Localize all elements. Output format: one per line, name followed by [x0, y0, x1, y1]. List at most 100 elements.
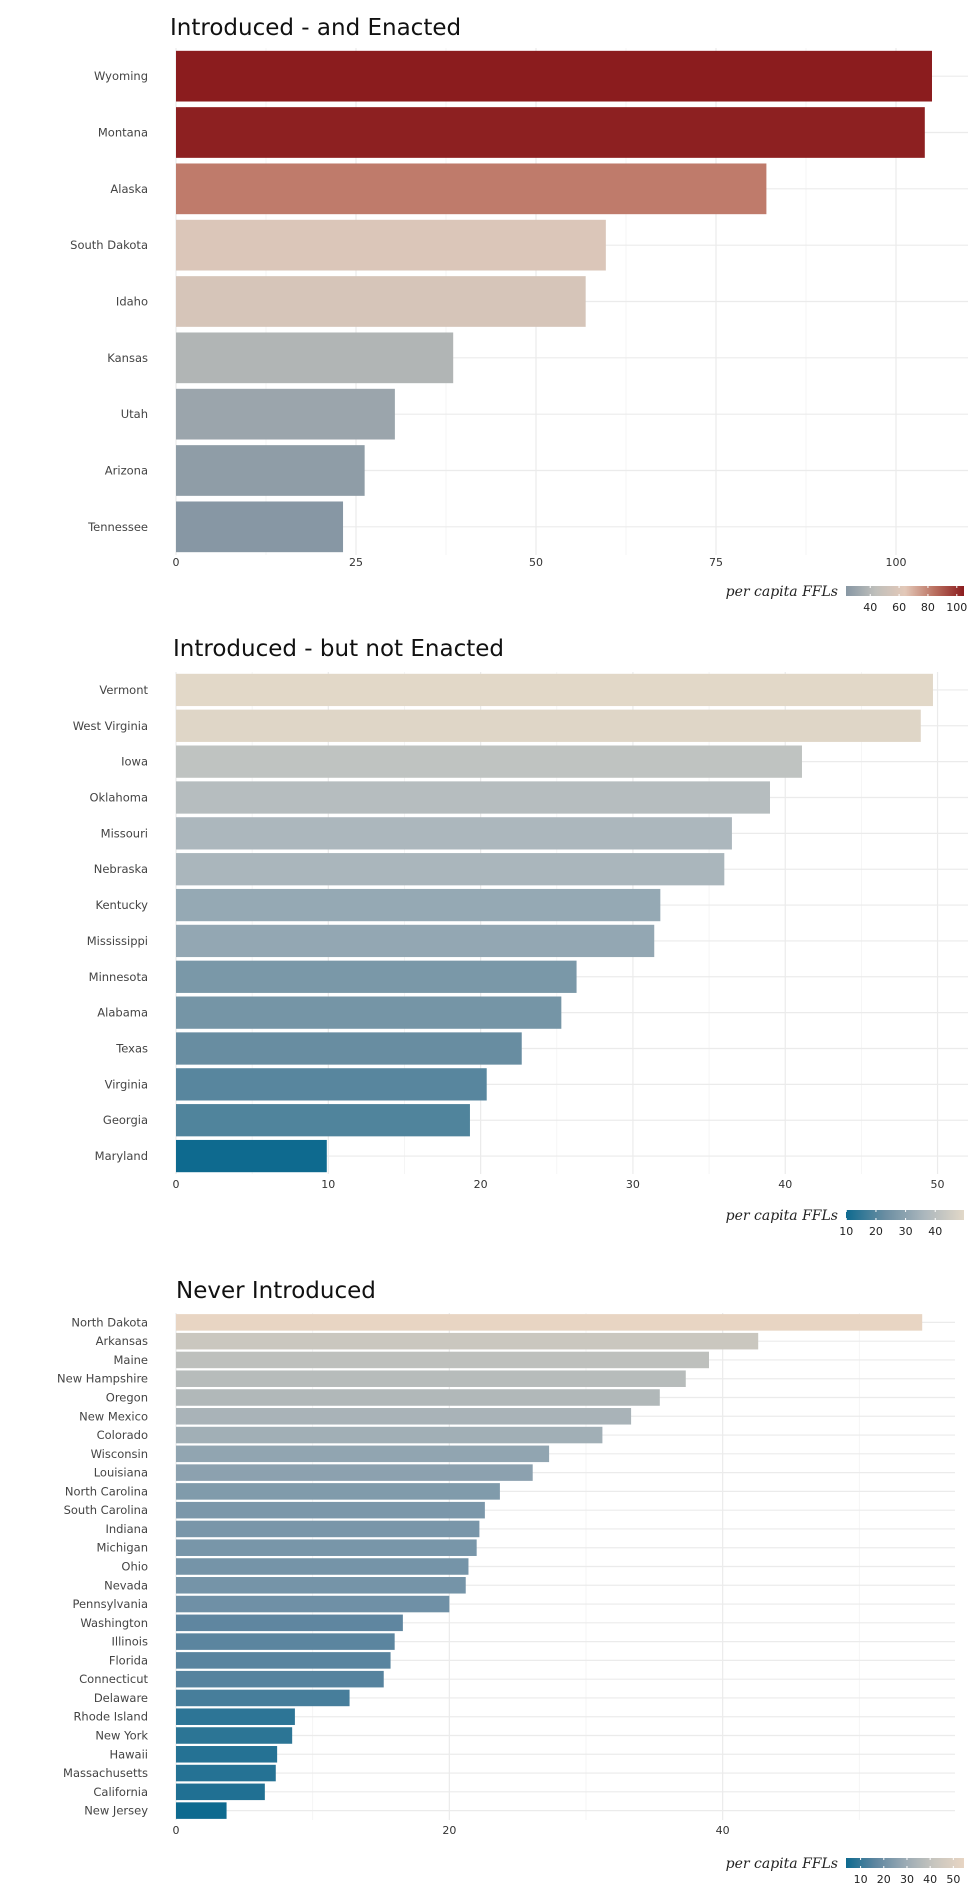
category-label: California [93, 1785, 148, 1799]
category-labels: North Dakota Arkansas Maine New Hampshire Or… [57, 1315, 148, 1817]
category-label: Texas [115, 1042, 148, 1056]
bar-connecticut [176, 1670, 384, 1688]
category-label: West Virginia [73, 719, 148, 733]
x-tick-label: 10 [321, 1178, 335, 1191]
bars [176, 673, 933, 1173]
bar-mississippi [176, 924, 655, 958]
bar-new-mexico [176, 1408, 632, 1425]
bar-north-carolina [176, 1483, 500, 1500]
legend: per capita FFLs 10 20 30 40 50 [726, 1856, 964, 1886]
category-label: Nebraska [94, 862, 148, 876]
bar-south-dakota [176, 219, 606, 271]
bar-arkansas [176, 1332, 759, 1350]
bar-alabama [176, 996, 562, 1029]
panel-introduced-and-enacted: Introduced - and Enacted Wyoming Montana A… [70, 15, 968, 614]
bar-pennsylvania [176, 1595, 450, 1613]
category-label: North Carolina [65, 1484, 148, 1498]
bar-california [176, 1783, 265, 1801]
legend: per capita FFLs 40 60 80 100 [726, 584, 968, 614]
category-label: Missouri [101, 826, 148, 840]
category-label: Tennessee [87, 520, 148, 534]
category-label: Washington [80, 1616, 148, 1630]
bar-indiana [176, 1520, 480, 1538]
bar-kentucky [176, 888, 661, 922]
category-labels: Vermont West Virginia Iowa Oklahoma Missouri… [73, 683, 149, 1163]
x-axis-ticks: 0 10 20 30 40 50 [173, 1178, 945, 1191]
legend-tick-label: 30 [900, 1873, 914, 1886]
bar-delaware [176, 1689, 350, 1707]
bar-florida [176, 1652, 391, 1669]
category-label: Kansas [107, 351, 148, 365]
bar-maryland [176, 1139, 327, 1173]
category-label: Indiana [105, 1522, 148, 1536]
x-tick-label: 50 [529, 556, 543, 569]
bar-iowa [176, 745, 802, 778]
bar-west-virginia [176, 709, 921, 742]
bar-tennessee [176, 501, 344, 553]
legend-colorbar [846, 1210, 964, 1220]
bar-massachusetts [176, 1764, 276, 1782]
bar-illinois [176, 1633, 395, 1650]
category-label: Kentucky [95, 898, 148, 912]
category-label: Nevada [104, 1578, 148, 1592]
legend-tick-label: 40 [863, 601, 877, 614]
category-label: Hawaii [109, 1747, 148, 1761]
category-label: Rhode Island [73, 1710, 148, 1724]
category-label: Mississippi [87, 934, 148, 948]
category-label: Massachusetts [63, 1766, 148, 1780]
x-axis-ticks: 0 25 50 75 100 [173, 556, 907, 569]
x-tick-label: 75 [709, 556, 723, 569]
bar-oklahoma [176, 781, 770, 814]
legend-tick-label: 40 [923, 1873, 937, 1886]
legend-title: per capita FFLs [726, 1208, 838, 1224]
x-tick-label: 100 [886, 556, 907, 569]
legend-tick-label: 100 [946, 601, 967, 614]
category-label: South Carolina [64, 1503, 148, 1517]
bars [176, 1314, 923, 1819]
x-axis-ticks: 0 20 40 [173, 1824, 730, 1837]
category-label: New Mexico [79, 1409, 148, 1423]
bar-utah [176, 388, 395, 440]
category-label: Illinois [112, 1635, 149, 1649]
category-label: Maryland [95, 1149, 148, 1163]
legend-tick-label: 20 [869, 1225, 883, 1238]
category-label: Connecticut [79, 1672, 148, 1686]
bar-kansas [176, 332, 454, 384]
bar-minnesota [176, 960, 577, 993]
category-label: Ohio [121, 1560, 148, 1574]
category-label: Delaware [94, 1691, 148, 1705]
bar-michigan [176, 1539, 477, 1556]
bar-wisconsin [176, 1445, 550, 1463]
legend-colorbar [846, 1858, 964, 1868]
x-tick-label: 0 [173, 1178, 180, 1191]
category-label: Montana [98, 126, 148, 140]
panel-introduced-not-enacted: Introduced - but not Enacted Vermont West… [73, 636, 968, 1238]
bar-georgia [176, 1104, 470, 1137]
legend-title: per capita FFLs [726, 584, 838, 600]
bar-ohio [176, 1558, 469, 1575]
bar-north-dakota [176, 1314, 923, 1331]
x-tick-label: 0 [173, 1824, 180, 1837]
category-label: New Hampshire [57, 1372, 148, 1386]
category-label: Alabama [97, 1006, 148, 1020]
x-tick-label: 0 [173, 556, 180, 569]
category-labels: Wyoming Montana Alaska South Dakota Idaho Kan… [70, 69, 148, 534]
bar-wyoming [176, 50, 932, 102]
legend-tick-label: 50 [946, 1873, 960, 1886]
bar-alaska [176, 163, 767, 215]
x-tick-label: 20 [474, 1178, 488, 1191]
bar-new-jersey [176, 1802, 227, 1819]
bar-idaho [176, 276, 586, 327]
category-label: Arizona [105, 464, 148, 478]
category-label: Louisiana [94, 1466, 148, 1480]
bar-texas [176, 1032, 522, 1065]
x-tick-label: 30 [626, 1178, 640, 1191]
panel-title: Never Introduced [176, 1278, 376, 1304]
legend-tick-label: 10 [839, 1225, 853, 1238]
bar-south-carolina [176, 1501, 485, 1519]
category-label: Wisconsin [91, 1447, 148, 1461]
bar-montana [176, 107, 925, 158]
x-tick-label: 50 [931, 1178, 945, 1191]
bar-oregon [176, 1389, 660, 1406]
